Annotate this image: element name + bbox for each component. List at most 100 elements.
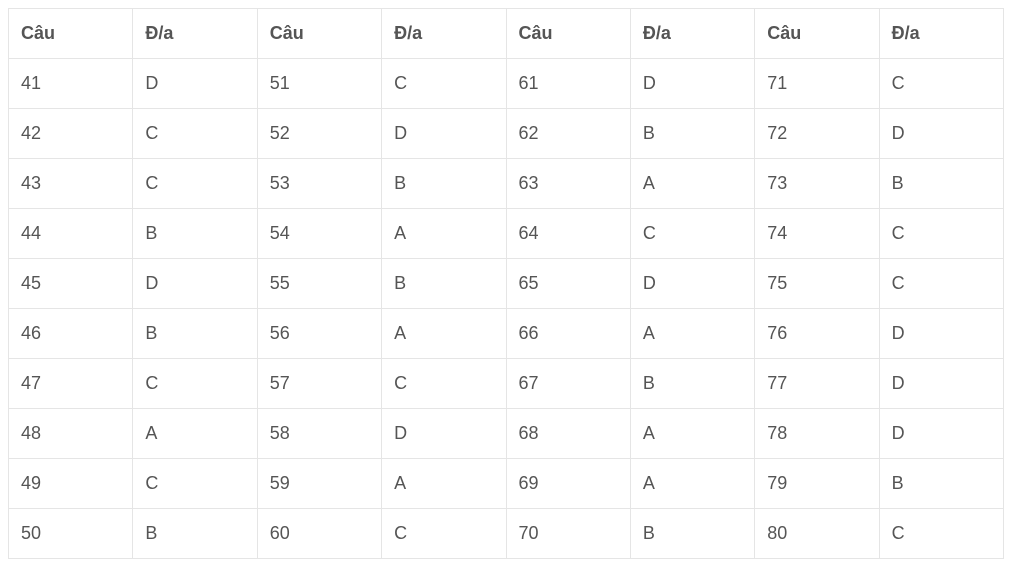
cell: 52 bbox=[257, 109, 381, 159]
table-row: 50 B 60 C 70 B 80 C bbox=[9, 509, 1004, 559]
table-row: 45 D 55 B 65 D 75 C bbox=[9, 259, 1004, 309]
cell: 43 bbox=[9, 159, 133, 209]
cell: 55 bbox=[257, 259, 381, 309]
table-row: 46 B 56 A 66 A 76 D bbox=[9, 309, 1004, 359]
cell: 75 bbox=[755, 259, 879, 309]
cell: 57 bbox=[257, 359, 381, 409]
cell: 46 bbox=[9, 309, 133, 359]
col-header: Đ/a bbox=[133, 9, 257, 59]
cell: 41 bbox=[9, 59, 133, 109]
cell: 79 bbox=[755, 459, 879, 509]
cell: D bbox=[382, 109, 506, 159]
cell: 45 bbox=[9, 259, 133, 309]
cell: 67 bbox=[506, 359, 630, 409]
cell: 68 bbox=[506, 409, 630, 459]
table-row: 41 D 51 C 61 D 71 C bbox=[9, 59, 1004, 109]
cell: 71 bbox=[755, 59, 879, 109]
cell: B bbox=[133, 209, 257, 259]
cell: 58 bbox=[257, 409, 381, 459]
cell: D bbox=[879, 309, 1003, 359]
cell: B bbox=[630, 359, 754, 409]
table-row: 42 C 52 D 62 B 72 D bbox=[9, 109, 1004, 159]
cell: C bbox=[133, 109, 257, 159]
cell: C bbox=[879, 209, 1003, 259]
col-header: Đ/a bbox=[630, 9, 754, 59]
cell: C bbox=[382, 59, 506, 109]
cell: D bbox=[133, 259, 257, 309]
table-row: 49 C 59 A 69 A 79 B bbox=[9, 459, 1004, 509]
cell: A bbox=[382, 459, 506, 509]
cell: 65 bbox=[506, 259, 630, 309]
cell: B bbox=[133, 509, 257, 559]
cell: A bbox=[630, 309, 754, 359]
table-row: 44 B 54 A 64 C 74 C bbox=[9, 209, 1004, 259]
cell: 74 bbox=[755, 209, 879, 259]
cell: B bbox=[879, 159, 1003, 209]
cell: 66 bbox=[506, 309, 630, 359]
cell: A bbox=[630, 409, 754, 459]
col-header: Đ/a bbox=[879, 9, 1003, 59]
cell: 51 bbox=[257, 59, 381, 109]
table-header-row: Câu Đ/a Câu Đ/a Câu Đ/a Câu Đ/a bbox=[9, 9, 1004, 59]
cell: C bbox=[133, 159, 257, 209]
table-row: 43 C 53 B 63 A 73 B bbox=[9, 159, 1004, 209]
cell: A bbox=[630, 159, 754, 209]
table-body: 41 D 51 C 61 D 71 C 42 C 52 D 62 B 72 D … bbox=[9, 59, 1004, 559]
cell: B bbox=[630, 509, 754, 559]
cell: A bbox=[382, 209, 506, 259]
cell: A bbox=[630, 459, 754, 509]
cell: 73 bbox=[755, 159, 879, 209]
cell: D bbox=[382, 409, 506, 459]
cell: 72 bbox=[755, 109, 879, 159]
cell: B bbox=[382, 159, 506, 209]
cell: C bbox=[879, 59, 1003, 109]
cell: C bbox=[879, 259, 1003, 309]
col-header: Câu bbox=[506, 9, 630, 59]
cell: 63 bbox=[506, 159, 630, 209]
cell: 60 bbox=[257, 509, 381, 559]
cell: 80 bbox=[755, 509, 879, 559]
cell: 53 bbox=[257, 159, 381, 209]
cell: 64 bbox=[506, 209, 630, 259]
cell: C bbox=[133, 359, 257, 409]
cell: 78 bbox=[755, 409, 879, 459]
cell: 47 bbox=[9, 359, 133, 409]
cell: 56 bbox=[257, 309, 381, 359]
col-header: Câu bbox=[257, 9, 381, 59]
cell: 44 bbox=[9, 209, 133, 259]
cell: B bbox=[133, 309, 257, 359]
cell: 61 bbox=[506, 59, 630, 109]
cell: C bbox=[630, 209, 754, 259]
cell: D bbox=[630, 59, 754, 109]
cell: 49 bbox=[9, 459, 133, 509]
cell: B bbox=[630, 109, 754, 159]
cell: C bbox=[382, 359, 506, 409]
cell: 48 bbox=[9, 409, 133, 459]
cell: 70 bbox=[506, 509, 630, 559]
cell: 50 bbox=[9, 509, 133, 559]
col-header: Câu bbox=[755, 9, 879, 59]
cell: C bbox=[382, 509, 506, 559]
cell: D bbox=[630, 259, 754, 309]
col-header: Đ/a bbox=[382, 9, 506, 59]
cell: C bbox=[879, 509, 1003, 559]
table-row: 47 C 57 C 67 B 77 D bbox=[9, 359, 1004, 409]
cell: B bbox=[879, 459, 1003, 509]
cell: C bbox=[133, 459, 257, 509]
table-row: 48 A 58 D 68 A 78 D bbox=[9, 409, 1004, 459]
cell: 42 bbox=[9, 109, 133, 159]
cell: 59 bbox=[257, 459, 381, 509]
cell: 77 bbox=[755, 359, 879, 409]
cell: 76 bbox=[755, 309, 879, 359]
answer-key-table: Câu Đ/a Câu Đ/a Câu Đ/a Câu Đ/a 41 D 51 … bbox=[8, 8, 1004, 559]
cell: D bbox=[133, 59, 257, 109]
col-header: Câu bbox=[9, 9, 133, 59]
cell: 69 bbox=[506, 459, 630, 509]
cell: D bbox=[879, 109, 1003, 159]
cell: B bbox=[382, 259, 506, 309]
cell: 54 bbox=[257, 209, 381, 259]
cell: A bbox=[133, 409, 257, 459]
cell: 62 bbox=[506, 109, 630, 159]
cell: A bbox=[382, 309, 506, 359]
cell: D bbox=[879, 359, 1003, 409]
